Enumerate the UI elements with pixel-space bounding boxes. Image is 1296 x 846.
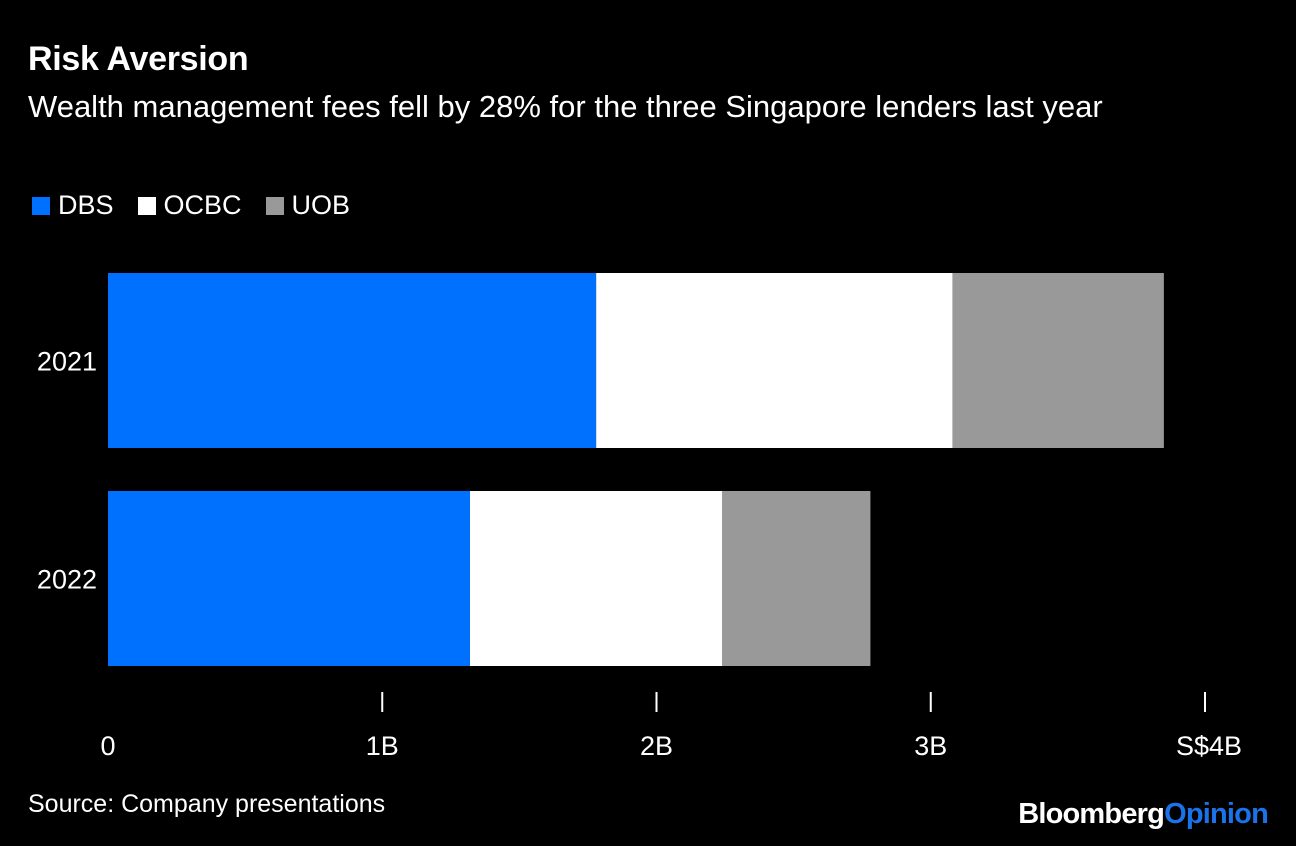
category-label-2021: 2021 bbox=[37, 347, 97, 377]
legend-label-ocbc: OCBC bbox=[163, 190, 242, 220]
source-note: Source: Company presentations bbox=[28, 790, 386, 818]
x-tick-label: 3B bbox=[914, 731, 947, 761]
legend-item-uob: UOB bbox=[265, 190, 351, 221]
x-tick-label: S$4B bbox=[1176, 731, 1242, 761]
legend: DBS OCBC UOB bbox=[32, 190, 350, 221]
legend-label-uob: UOB bbox=[291, 190, 351, 220]
bar-ocbc-2021 bbox=[596, 273, 953, 448]
brand-logo: BloombergOpinion bbox=[1018, 798, 1269, 831]
chart-title: Risk Aversion bbox=[28, 40, 249, 78]
legend-swatch-uob bbox=[265, 196, 284, 215]
bar-ocbc-2022 bbox=[470, 491, 723, 666]
x-tick-label: 2B bbox=[640, 731, 673, 761]
bar-dbs-2021 bbox=[108, 273, 597, 448]
brand-logo-part2: Opinion bbox=[1164, 798, 1269, 830]
category-label-2022: 2022 bbox=[37, 565, 97, 595]
chart-subtitle: Wealth management fees fell by 28% for t… bbox=[28, 89, 1103, 124]
legend-swatch-dbs bbox=[32, 196, 50, 215]
brand-logo-part1: Bloomberg bbox=[1018, 798, 1165, 830]
legend-label-dbs: DBS bbox=[58, 190, 114, 220]
x-tick-label: 1B bbox=[366, 731, 399, 761]
legend-item-ocbc: OCBC bbox=[137, 190, 242, 221]
legend-swatch-ocbc bbox=[137, 196, 156, 215]
x-tick-label: 0 bbox=[100, 731, 115, 761]
bar-dbs-2022 bbox=[108, 491, 471, 666]
bar-uob-2021 bbox=[952, 273, 1164, 448]
bar-uob-2022 bbox=[722, 491, 871, 666]
legend-item-dbs: DBS bbox=[32, 190, 114, 221]
